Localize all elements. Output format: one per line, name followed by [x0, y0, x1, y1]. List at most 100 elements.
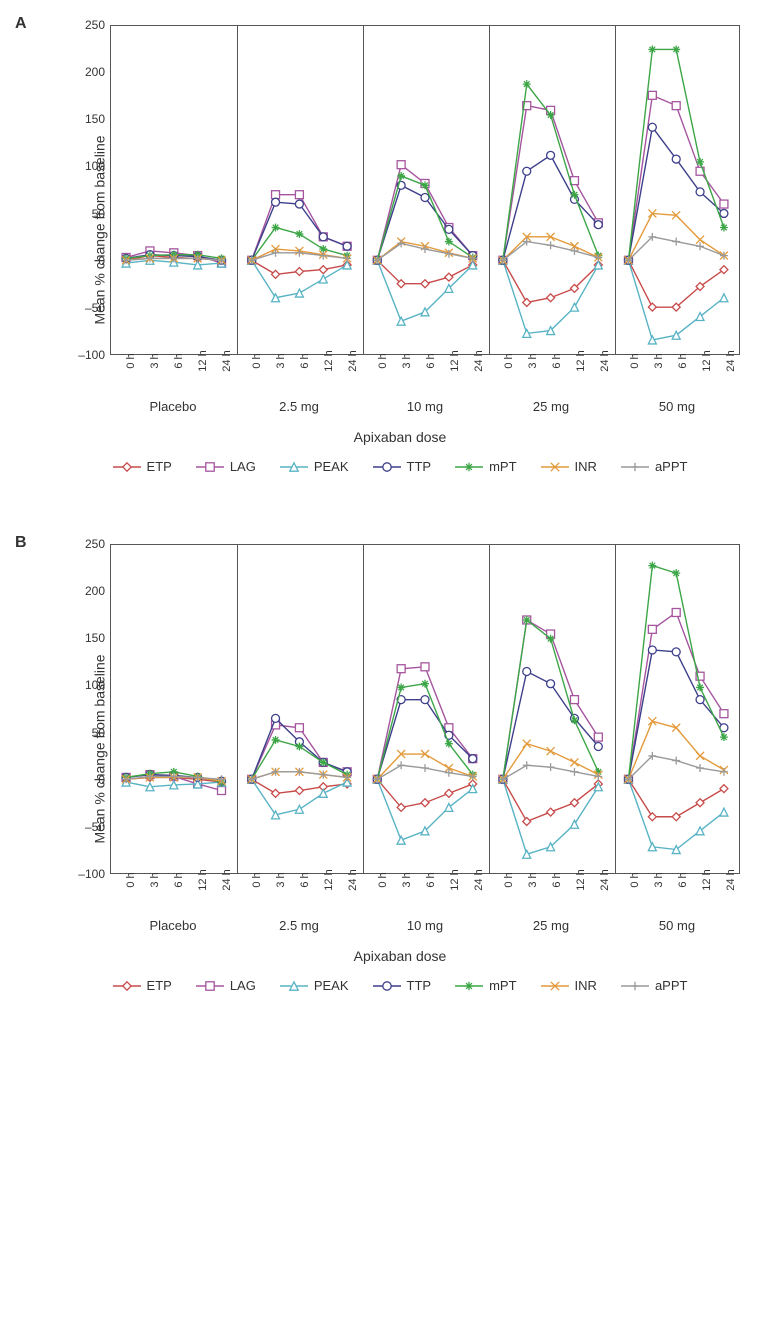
x-tick: 24 h	[725, 350, 737, 371]
legend-marker-icon	[373, 460, 401, 474]
legend-marker-icon	[280, 979, 308, 993]
x-tick: 12 h	[575, 350, 587, 371]
group-label: 25 mg	[533, 918, 569, 933]
legend: ETP LAG PEAK TTP mPT INR aPPT	[43, 459, 757, 474]
x-tick: 6 h	[173, 872, 185, 887]
legend: ETP LAG PEAK TTP mPT INR aPPT	[43, 978, 757, 993]
x-tick: 0 h	[377, 353, 389, 368]
x-tick: 3 h	[653, 353, 665, 368]
legend-label: LAG	[230, 978, 256, 993]
group-label: Placebo	[150, 399, 197, 414]
legend-marker-icon	[113, 460, 141, 474]
series-svg	[111, 545, 739, 873]
y-tick: 50	[55, 726, 110, 740]
legend-label: TTP	[407, 978, 432, 993]
x-tick: 3 h	[401, 872, 413, 887]
y-tick: 250	[55, 18, 110, 32]
legend-label: TTP	[407, 459, 432, 474]
chart: Mean % change from baseline–100–50050100…	[55, 15, 745, 445]
legend-label: aPPT	[655, 978, 688, 993]
x-axis-title: Apixaban dose	[55, 429, 745, 445]
y-tick: 200	[55, 65, 110, 79]
legend-item-appt: aPPT	[621, 978, 688, 993]
y-tick: 50	[55, 207, 110, 221]
x-tick: 3 h	[275, 872, 287, 887]
legend-item-etp: ETP	[113, 459, 172, 474]
y-tick: 150	[55, 112, 110, 126]
x-tick: 24 h	[725, 869, 737, 890]
plot-area	[110, 25, 740, 355]
x-tick: 6 h	[425, 353, 437, 368]
legend-label: mPT	[489, 978, 516, 993]
legend-label: mPT	[489, 459, 516, 474]
x-tick: 12 h	[575, 869, 587, 890]
y-tick: 0	[55, 773, 110, 787]
legend-item-peak: PEAK	[280, 978, 349, 993]
group-label: 2.5 mg	[279, 918, 319, 933]
y-tick: 200	[55, 584, 110, 598]
x-tick: 0 h	[377, 872, 389, 887]
x-tick: 24 h	[347, 350, 359, 371]
group-label: 50 mg	[659, 918, 695, 933]
chart: Mean % change from baseline–100–50050100…	[55, 534, 745, 964]
group-label: 10 mg	[407, 399, 443, 414]
x-tick: 6 h	[425, 872, 437, 887]
legend-label: INR	[575, 978, 597, 993]
legend-item-mpt: mPT	[455, 459, 516, 474]
legend-item-ttp: TTP	[373, 459, 432, 474]
legend-label: ETP	[147, 978, 172, 993]
legend-marker-icon	[621, 979, 649, 993]
x-tick: 0 h	[629, 353, 641, 368]
legend-item-etp: ETP	[113, 978, 172, 993]
legend-label: aPPT	[655, 459, 688, 474]
legend-marker-icon	[455, 979, 483, 993]
legend-marker-icon	[621, 460, 649, 474]
x-tick: 12 h	[701, 350, 713, 371]
x-tick: 6 h	[677, 353, 689, 368]
y-tick: –100	[55, 867, 110, 881]
y-tick: –50	[55, 820, 110, 834]
panel-label: A	[15, 15, 27, 33]
legend-item-inr: INR	[541, 459, 597, 474]
legend-label: INR	[575, 459, 597, 474]
chart-panel-B: BMean % change from baseline–100–5005010…	[15, 534, 757, 993]
legend-marker-icon	[541, 979, 569, 993]
x-axis-title: Apixaban dose	[55, 948, 745, 964]
series-svg	[111, 26, 739, 354]
legend-marker-icon	[373, 979, 401, 993]
legend-marker-icon	[541, 460, 569, 474]
x-tick: 12 h	[197, 350, 209, 371]
x-tick: 0 h	[503, 872, 515, 887]
x-tick: 24 h	[473, 350, 485, 371]
legend-marker-icon	[196, 979, 224, 993]
x-tick: 12 h	[323, 869, 335, 890]
y-tick: –50	[55, 301, 110, 315]
x-tick: 6 h	[551, 872, 563, 887]
legend-item-lag: LAG	[196, 459, 256, 474]
x-tick: 3 h	[401, 353, 413, 368]
legend-item-inr: INR	[541, 978, 597, 993]
y-tick: 0	[55, 254, 110, 268]
chart-panel-A: AMean % change from baseline–100–5005010…	[15, 15, 757, 474]
x-tick: 12 h	[701, 869, 713, 890]
x-tick: 24 h	[221, 350, 233, 371]
x-tick: 0 h	[629, 872, 641, 887]
x-tick: 0 h	[125, 872, 137, 887]
panel-label: B	[15, 534, 27, 552]
legend-label: PEAK	[314, 978, 349, 993]
legend-marker-icon	[280, 460, 308, 474]
x-tick: 12 h	[323, 350, 335, 371]
y-tick: 250	[55, 537, 110, 551]
x-tick: 0 h	[251, 872, 263, 887]
legend-item-lag: LAG	[196, 978, 256, 993]
legend-label: LAG	[230, 459, 256, 474]
group-label: 25 mg	[533, 399, 569, 414]
legend-item-peak: PEAK	[280, 459, 349, 474]
x-tick: 3 h	[527, 872, 539, 887]
y-tick: 100	[55, 159, 110, 173]
x-tick: 6 h	[299, 353, 311, 368]
x-tick: 0 h	[125, 353, 137, 368]
y-tick: 100	[55, 678, 110, 692]
legend-marker-icon	[113, 979, 141, 993]
x-tick: 6 h	[299, 872, 311, 887]
